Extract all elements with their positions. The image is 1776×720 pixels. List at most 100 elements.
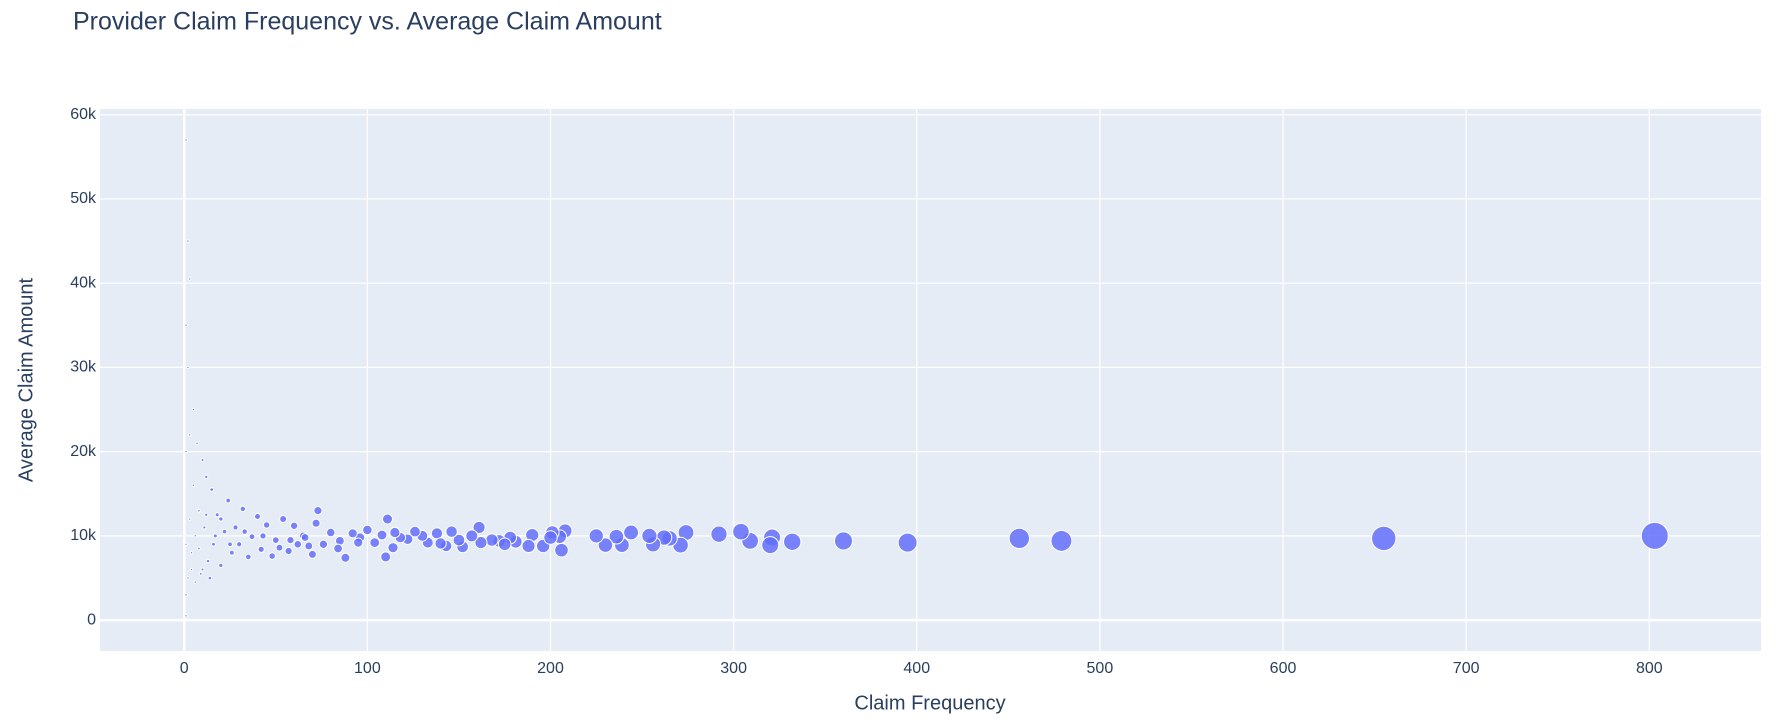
data-point (200, 567, 205, 572)
data-point (257, 545, 265, 553)
data-point (472, 520, 486, 534)
data-point (209, 487, 215, 492)
data-point (188, 433, 192, 437)
data-point (284, 546, 293, 556)
data-point (452, 533, 466, 547)
data-point (608, 528, 625, 545)
data-point (188, 277, 192, 281)
x-tick-label: 200 (537, 660, 564, 677)
data-point (218, 562, 224, 568)
data-point (259, 532, 267, 540)
data-point (186, 239, 190, 243)
data-point (325, 527, 336, 538)
data-point (732, 522, 750, 541)
data-point (191, 483, 196, 488)
data-point (195, 441, 199, 445)
data-point (485, 533, 499, 547)
data-point (369, 537, 381, 548)
data-point (588, 528, 604, 544)
data-point (204, 512, 209, 517)
data-point (1008, 527, 1030, 550)
data-point (279, 515, 288, 524)
data-point (623, 524, 640, 541)
data-point (188, 517, 192, 521)
data-point (289, 521, 299, 530)
data-point (710, 525, 728, 543)
data-point (212, 533, 218, 539)
data-point (597, 537, 614, 553)
data-point (1050, 529, 1073, 552)
data-point (189, 551, 194, 555)
data-point (197, 546, 201, 551)
plot-area (100, 109, 1761, 651)
data-point (262, 521, 271, 529)
y-tick-label: 60k (70, 106, 97, 123)
data-point (184, 449, 188, 454)
x-tick-label: 0 (180, 660, 189, 677)
y-tick-label: 50k (70, 190, 97, 207)
data-point (193, 580, 197, 584)
y-tick-label: 30k (70, 359, 97, 376)
data-point (241, 528, 248, 535)
data-point (347, 528, 358, 539)
y-tick-label: 10k (70, 527, 97, 544)
data-point (497, 537, 512, 552)
data-point (204, 474, 209, 480)
data-point (268, 552, 276, 560)
data-point (783, 532, 802, 551)
data-point (193, 534, 197, 538)
data-point (186, 576, 190, 580)
data-point (245, 553, 252, 561)
data-point (271, 536, 280, 544)
x-tick-label: 100 (354, 660, 381, 677)
data-point (300, 533, 310, 542)
data-point (202, 525, 207, 530)
data-point (236, 541, 243, 548)
data-point (641, 527, 658, 544)
data-point (381, 513, 394, 525)
x-tick-label: 700 (1453, 660, 1480, 677)
data-point (304, 541, 314, 551)
data-point (184, 542, 188, 546)
data-point (227, 541, 233, 548)
data-point (387, 542, 399, 554)
x-tick-label: 400 (903, 660, 930, 677)
data-point (191, 407, 196, 412)
data-point (225, 497, 232, 504)
data-point (353, 537, 364, 548)
data-point (434, 537, 447, 550)
data-point (186, 365, 190, 370)
data-point (340, 552, 351, 563)
data-point (211, 541, 216, 547)
data-point (189, 567, 194, 572)
data-point (239, 505, 247, 513)
x-tick-label: 300 (720, 660, 747, 677)
data-point (232, 524, 239, 531)
data-point (761, 536, 780, 555)
data-point (1371, 525, 1397, 552)
data-point (311, 518, 321, 528)
data-point (445, 525, 458, 538)
data-point (897, 532, 918, 553)
data-point (430, 527, 444, 540)
data-point (200, 458, 205, 463)
data-point (293, 540, 303, 549)
data-point (198, 571, 203, 576)
data-point (376, 529, 388, 541)
data-point (184, 593, 188, 597)
data-point (197, 508, 201, 513)
data-point (521, 538, 536, 554)
data-point (543, 530, 558, 545)
data-point (205, 558, 211, 564)
data-point (286, 535, 295, 545)
x-axis-title: Claim Frequency (854, 692, 1005, 714)
data-point (465, 529, 479, 543)
data-point (333, 543, 343, 554)
y-tick-label: 0 (87, 611, 96, 628)
data-point (554, 542, 569, 558)
data-point (1640, 521, 1669, 550)
x-tick-label: 600 (1270, 660, 1297, 677)
data-point (184, 138, 188, 142)
x-tick-label: 800 (1636, 660, 1663, 677)
